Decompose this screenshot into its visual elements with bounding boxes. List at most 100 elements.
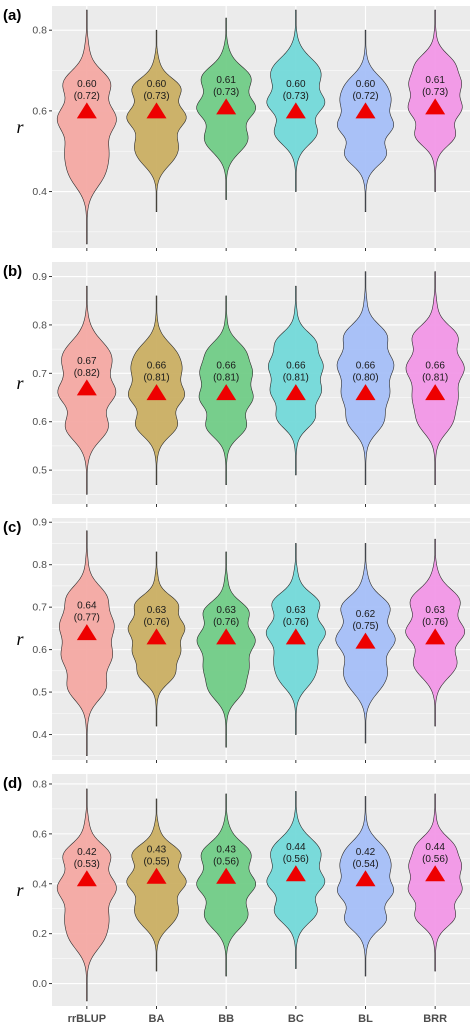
panel-label: (c)	[3, 519, 21, 536]
value-label-mean: 0.44	[425, 842, 445, 853]
value-label-secondary: (0.56)	[213, 856, 239, 867]
value-label-secondary: (0.81)	[422, 373, 448, 384]
mean-marker-rrblup	[76, 870, 97, 887]
mean-marker-bc	[285, 102, 306, 119]
violin-ba	[126, 798, 187, 972]
value-label-mean: 0.63	[216, 605, 236, 616]
panel-label: (d)	[3, 775, 22, 792]
violin-bb	[196, 793, 257, 977]
y-tick-label: 0.6	[32, 105, 47, 117]
y-tick-label: 0.6	[32, 644, 47, 656]
mean-marker-bb	[216, 628, 237, 645]
value-label-secondary: (0.82)	[74, 368, 100, 379]
value-label-secondary: (0.77)	[74, 613, 100, 624]
value-label-mean: 0.66	[356, 361, 376, 372]
value-label-mean: 0.60	[356, 79, 376, 90]
value-label-secondary: (0.55)	[143, 856, 169, 867]
mean-marker-brr	[425, 865, 446, 882]
mean-marker-bb	[216, 98, 237, 115]
y-tick-label: 0.9	[32, 271, 47, 283]
chart-panel-4: 0.00.20.40.60.8(d)r0.42(0.53)0.43(0.55)0…	[3, 774, 470, 1009]
y-tick-label: 0.7	[32, 368, 47, 380]
x-tick-label-bc: BC	[288, 1013, 304, 1025]
value-label-secondary: (0.73)	[143, 91, 169, 102]
plot-background	[52, 6, 470, 248]
value-label-mean: 0.42	[356, 847, 376, 858]
value-label-mean: 0.61	[216, 75, 236, 86]
value-label-secondary: (0.76)	[143, 617, 169, 628]
chart-panel-1: 0.40.60.8(a)r0.60(0.72)0.60(0.73)0.61(0.…	[3, 6, 470, 251]
value-label-secondary: (0.76)	[213, 617, 239, 628]
value-label-secondary: (0.73)	[213, 87, 239, 98]
y-tick-label: 0.4	[32, 878, 47, 890]
chart-panel-2: 0.50.60.70.80.9(b)r0.67(0.82)0.66(0.81)0…	[3, 262, 470, 507]
value-label-mean: 0.63	[286, 605, 306, 616]
y-tick-label: 0.8	[32, 25, 47, 37]
mean-marker-ba	[146, 384, 167, 401]
violin-ba	[126, 29, 187, 212]
mean-marker-bc	[285, 628, 306, 645]
value-label-mean: 0.66	[216, 361, 236, 372]
mean-marker-bl	[355, 384, 376, 401]
y-tick-label: 0.5	[32, 687, 47, 699]
mean-marker-bl	[355, 102, 376, 119]
value-label-mean: 0.64	[77, 601, 97, 612]
y-tick-label: 0.6	[32, 416, 47, 428]
value-label-mean: 0.62	[356, 609, 376, 620]
x-tick-label-brr: BRR	[423, 1013, 447, 1025]
mean-marker-bl	[355, 870, 376, 887]
violin-brr	[407, 793, 463, 972]
plot-background	[52, 774, 470, 1006]
value-label-secondary: (0.72)	[352, 91, 378, 102]
y-axis-label: r	[16, 629, 24, 649]
value-label-mean: 0.43	[147, 844, 167, 855]
value-label-secondary: (0.81)	[213, 373, 239, 384]
y-axis-label: r	[16, 373, 24, 393]
value-label-mean: 0.60	[286, 79, 306, 90]
value-label-secondary: (0.56)	[422, 854, 448, 865]
y-tick-label: 0.2	[32, 928, 47, 940]
y-tick-label: 0.4	[32, 729, 47, 741]
value-label-mean: 0.44	[286, 842, 306, 853]
violin-bl	[336, 271, 395, 485]
mean-marker-brr	[425, 98, 446, 115]
value-label-secondary: (0.54)	[352, 859, 378, 870]
violin-rrblup	[56, 788, 117, 1002]
value-label-secondary: (0.56)	[283, 854, 309, 865]
violin-rrblup	[58, 530, 115, 757]
y-axis-label: r	[16, 117, 24, 137]
mean-marker-brr	[425, 384, 446, 401]
value-label-secondary: (0.75)	[352, 621, 378, 632]
y-tick-label: 0.9	[32, 517, 47, 529]
mean-marker-rrblup	[76, 624, 97, 641]
value-label-secondary: (0.72)	[74, 91, 100, 102]
value-label-secondary: (0.80)	[352, 373, 378, 384]
mean-marker-bb	[216, 867, 237, 884]
violin-bl	[336, 29, 395, 212]
mean-marker-bl	[355, 632, 376, 649]
violin-bc	[267, 285, 324, 476]
x-tick-label-ba: BA	[149, 1013, 165, 1025]
mean-marker-bc	[285, 865, 306, 882]
mean-marker-bc	[285, 384, 306, 401]
value-label-secondary: (0.53)	[74, 859, 100, 870]
value-label-mean: 0.66	[286, 361, 306, 372]
value-label-mean: 0.43	[216, 844, 236, 855]
value-label-secondary: (0.81)	[283, 373, 309, 384]
y-tick-label: 0.8	[32, 559, 47, 571]
value-label-secondary: (0.81)	[143, 373, 169, 384]
mean-marker-ba	[146, 102, 167, 119]
plot-background	[52, 262, 470, 504]
y-tick-label: 0.8	[32, 778, 47, 790]
violin-bb	[196, 551, 256, 748]
value-label-secondary: (0.76)	[422, 617, 448, 628]
x-tick-label-rrblup: rrBLUP	[68, 1013, 107, 1025]
violin-bc	[266, 9, 326, 192]
value-label-mean: 0.63	[425, 605, 445, 616]
mean-marker-rrblup	[76, 102, 97, 119]
mean-marker-ba	[146, 628, 167, 645]
plot-background	[52, 518, 470, 760]
x-tick-label-bl: BL	[358, 1013, 373, 1025]
value-label-mean: 0.61	[425, 75, 445, 86]
y-axis-label: r	[16, 880, 24, 900]
